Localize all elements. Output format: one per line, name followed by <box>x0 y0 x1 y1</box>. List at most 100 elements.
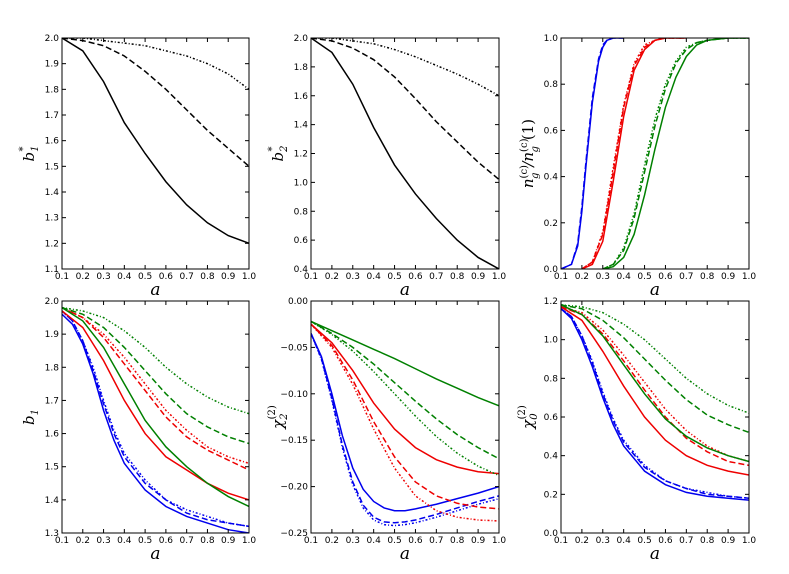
x-tick-label: 0.5 <box>387 272 401 282</box>
series-blue-dashed <box>561 308 749 499</box>
series-blue-dotdash <box>62 310 249 528</box>
panel-bottom-middle: 0.1 0.2 0.3 0.4 0.5 0.6 0.7 0.8 0.9 1.0 −0.25 −0.20… <box>267 297 506 564</box>
y-label-main: b <box>20 152 38 162</box>
series-blue-solid <box>311 333 499 512</box>
x-tick-label: 1.0 <box>492 272 507 282</box>
x-tick-label: 0.3 <box>596 536 610 546</box>
x-tick-label: 0.6 <box>408 272 423 282</box>
y-tick-label: 1.4 <box>45 188 60 198</box>
series-red-dotdash <box>581 38 687 269</box>
x-tick-label: 0.3 <box>96 272 110 282</box>
x-tick-label: 0.5 <box>637 272 651 282</box>
x-tick-label: 0.1 <box>304 272 318 282</box>
y-label-main: χ <box>269 419 287 430</box>
y-tick-label: −0.05 <box>280 343 308 353</box>
y-tick-label: 1.0 <box>294 178 309 188</box>
x-tick-label: 0.8 <box>200 536 215 546</box>
x-tick-label: 0.2 <box>325 272 339 282</box>
y-label-main: χ <box>519 419 537 430</box>
x-tick-label: 0.9 <box>471 272 486 282</box>
y-label-sup: * <box>18 147 29 152</box>
series-green-dashed <box>602 38 749 269</box>
y-tick-label: 1.4 <box>294 121 309 131</box>
series-green-dotdash <box>561 304 749 414</box>
x-tick-label: 0.7 <box>180 272 194 282</box>
y-tick-label: 0.4 <box>544 173 559 183</box>
x-tick-label: 0.8 <box>200 272 215 282</box>
y-tick-label: 0.00 <box>288 297 308 307</box>
y-tick-label: 1.2 <box>294 150 308 160</box>
x-tick-label: 0.9 <box>221 536 236 546</box>
x-tick-label: 0.6 <box>159 536 174 546</box>
y-label-sub: 2 <box>279 413 290 420</box>
y-tick-label: 0.6 <box>544 126 559 136</box>
y-tick-label: 0.2 <box>544 219 558 229</box>
x-tick-label: 0.2 <box>575 536 589 546</box>
x-tick-label: 0.5 <box>138 272 152 282</box>
x-tick-label: 0.1 <box>554 536 568 546</box>
y-label-sub: 0 <box>529 413 540 420</box>
y-axis-label: b1 <box>20 409 41 425</box>
y-axis-label: b1* <box>18 146 41 162</box>
x-tick-label: 0.8 <box>450 272 465 282</box>
series-green-solid <box>602 38 749 269</box>
y-tick-label: −0.20 <box>280 483 308 493</box>
y-tick-label: 2.0 <box>294 34 309 44</box>
y-tick-label: 1.3 <box>45 214 59 224</box>
x-tick-label: 1.0 <box>742 536 757 546</box>
y-label-sup: (2) <box>267 405 278 419</box>
y-tick-label: −0.15 <box>280 436 308 446</box>
x-tick-label: 0.5 <box>637 536 651 546</box>
y-tick-label: 1.6 <box>45 430 60 440</box>
plot-frame <box>560 37 750 270</box>
x-axis-label: a <box>150 280 160 300</box>
panel-top-right: 0.1 0.2 0.3 0.4 0.5 0.6 0.7 0.8 0.9 1.0 0.0 0.2 0.4 0… <box>519 34 756 300</box>
x-tick-label: 0.4 <box>367 272 382 282</box>
panel-top-left: 0.1 0.2 0.3 0.4 0.5 0.6 0.7 0.8 0.9 1.0 1.1 1.2 1.3 1… <box>18 34 256 300</box>
series-blue-dashed <box>62 310 249 528</box>
plot-frame <box>310 37 500 270</box>
x-tick-label: 1.0 <box>492 536 507 546</box>
series-blue-solid <box>561 38 624 269</box>
x-tick-label: 0.1 <box>55 272 69 282</box>
series-black-dashed <box>62 38 249 167</box>
series-blue-dotdash <box>561 308 749 499</box>
y-axis-label: χ2(2) <box>267 405 290 430</box>
x-tick-label: 0.2 <box>76 272 90 282</box>
x-tick-label: 0.4 <box>367 536 382 546</box>
series-black-dotdash <box>311 38 499 97</box>
x-tick-label: 0.3 <box>596 272 610 282</box>
y-tick-label: 0.4 <box>294 265 309 275</box>
series-green-dotdash <box>602 38 749 269</box>
y-tick-label: 1.2 <box>45 239 59 249</box>
x-axis-label: a <box>400 280 410 300</box>
series-green-dotdash <box>311 320 499 477</box>
y-tick-label: 1.6 <box>45 137 60 147</box>
x-tick-label: 0.6 <box>159 272 174 282</box>
y-tick-label: −0.25 <box>280 529 308 539</box>
series-green-solid <box>561 304 749 463</box>
x-tick-label: 0.3 <box>346 272 360 282</box>
series-green-solid <box>62 306 249 508</box>
x-tick-label: 0.7 <box>679 536 693 546</box>
series-black-dotdash <box>62 38 249 90</box>
y-tick-label: 1.3 <box>45 529 59 539</box>
y-tick-label: 1.6 <box>294 92 309 102</box>
panel-top-middle: 0.1 0.2 0.3 0.4 0.5 0.6 0.7 0.8 0.9 1.0 0.4 0.6 0.8 1… <box>267 34 506 300</box>
y-tick-label: 0.0 <box>544 529 559 539</box>
x-tick-label: 0.6 <box>658 536 673 546</box>
y-tick-label: 1.1 <box>45 265 59 275</box>
plot-frame <box>61 37 250 270</box>
y-tick-label: 0.4 <box>544 452 559 462</box>
y-tick-label: 1.5 <box>45 162 59 172</box>
panel-bottom-right: 0.1 0.2 0.3 0.4 0.5 0.6 0.7 0.8 0.9 1.0 0.0 0.2 0.4 0… <box>517 297 756 564</box>
x-tick-label: 0.7 <box>679 272 693 282</box>
x-tick-label: 0.9 <box>721 536 736 546</box>
series-blue-solid <box>561 308 749 501</box>
y-label-sub: 1 <box>30 146 41 152</box>
y-tick-label: 0.2 <box>544 490 558 500</box>
y-tick-label: 1.8 <box>45 85 60 95</box>
series-blue-dotdash <box>311 333 499 527</box>
y-label-main: b <box>20 415 38 425</box>
